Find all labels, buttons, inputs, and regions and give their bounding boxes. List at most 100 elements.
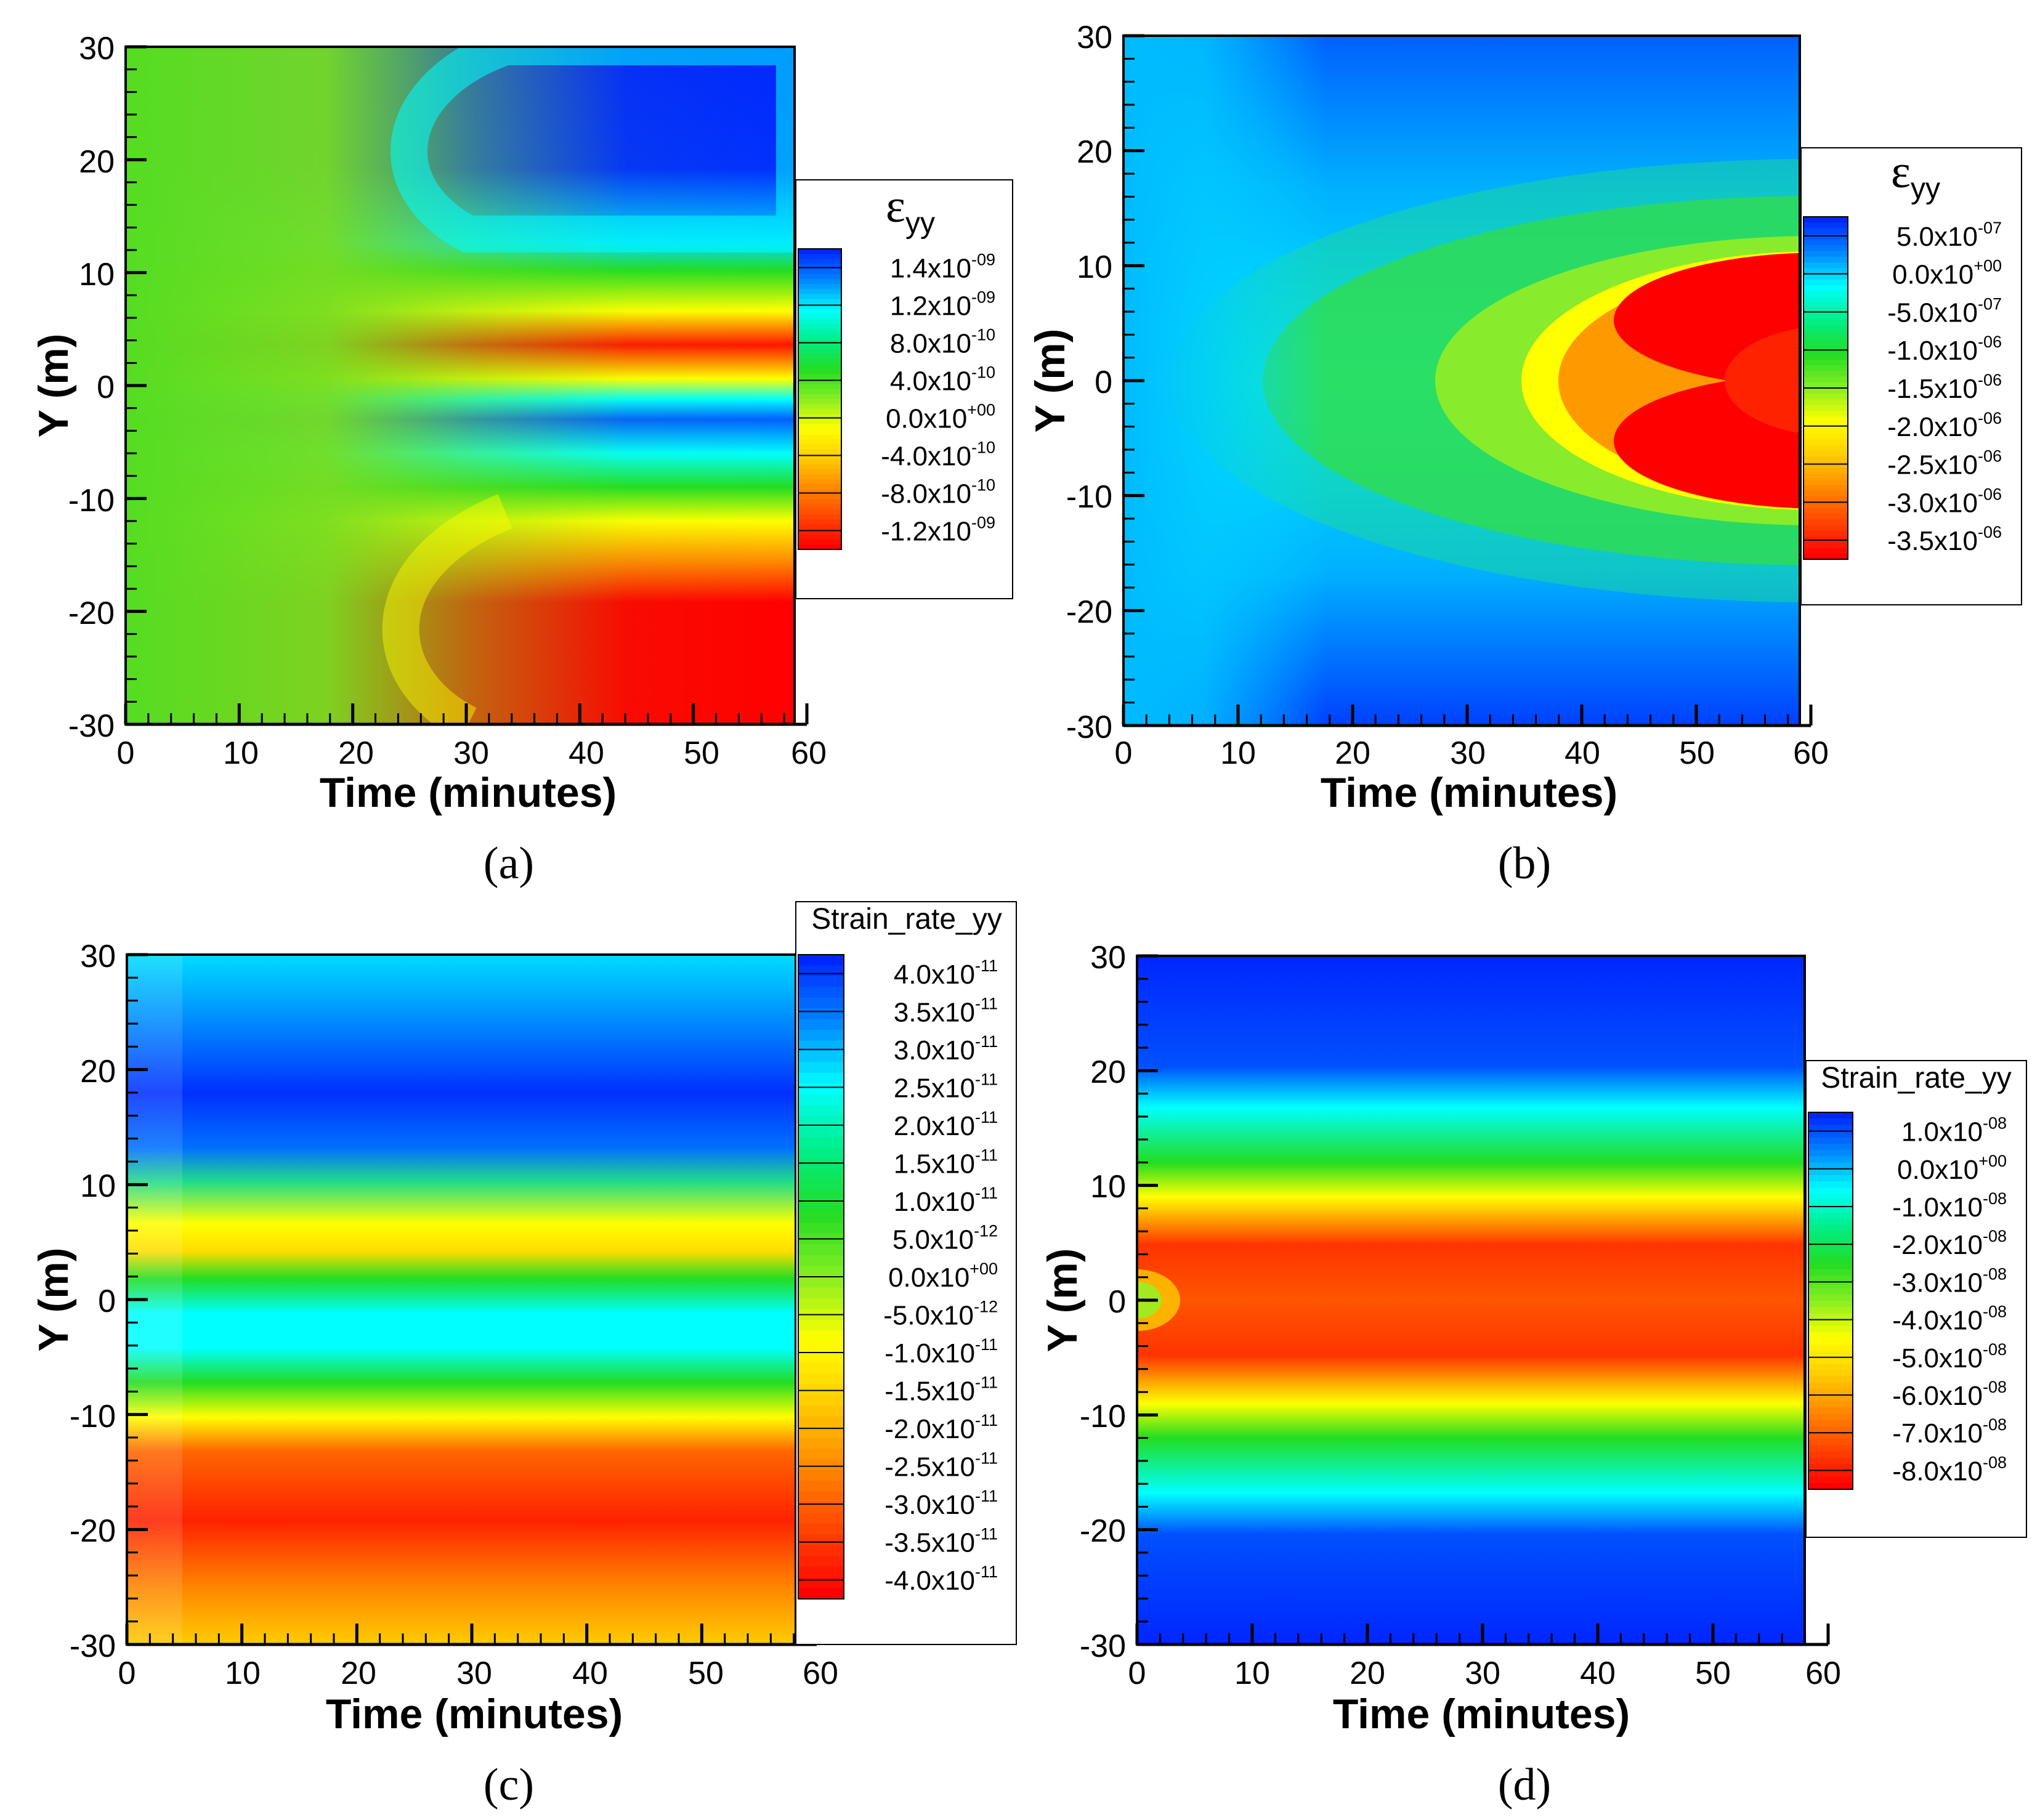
- colorbar-label: -3.0x10-06: [1887, 485, 2002, 518]
- colorbar-swatch: [1808, 1338, 1853, 1346]
- x-tick-label: 0: [1128, 1656, 1146, 1691]
- colorbar-swatch: [1808, 1357, 1853, 1364]
- colorbar-swatch: [798, 1362, 844, 1374]
- colorbar-swatch: [1808, 1445, 1853, 1452]
- colorbar-swatch: [798, 1105, 844, 1117]
- panel-d-heatmap: [1137, 956, 1805, 1644]
- colorbar-swatch: [798, 1394, 844, 1407]
- panel-c: 0 10 20 30 40 50 60 30 20 10 0 -10 -20 -…: [30, 901, 1017, 1810]
- colorbar-swatch: [1803, 485, 1848, 491]
- x-tick-label: 60: [1805, 1656, 1841, 1691]
- colorbar-swatch: [798, 1244, 844, 1256]
- y-tick-label: 10: [79, 257, 115, 293]
- colorbar-swatch: [798, 1180, 844, 1192]
- colorbar-swatch: [798, 1159, 844, 1170]
- x-tick-label: 40: [569, 735, 604, 771]
- colorbar-swatch: [1808, 1282, 1853, 1289]
- x-tick-label: 20: [1335, 735, 1370, 771]
- colorbar-swatch: [798, 429, 841, 435]
- x-tick-label: 30: [1450, 735, 1486, 771]
- colorbar-swatch: [1808, 1294, 1853, 1301]
- colorbar-swatch: [798, 499, 841, 505]
- colorbar-label: 1.0x10-11: [894, 1184, 998, 1217]
- colorbar-swatch: [798, 1040, 844, 1052]
- x-tick-label: 50: [684, 735, 719, 771]
- colorbar-swatch: [1808, 1420, 1853, 1427]
- colorbar-swatch: [1803, 467, 1848, 474]
- colorbar-swatch: [1808, 1364, 1853, 1371]
- colorbar-swatch: [1803, 411, 1848, 418]
- colorbar-swatch: [1803, 342, 1848, 349]
- colorbar-label: 0.0x10+00: [1897, 1152, 2007, 1185]
- colorbar-swatch: [798, 424, 841, 430]
- colorbar-swatch: [798, 1459, 844, 1471]
- panel-b-heatmap: [1123, 36, 1800, 726]
- colorbar-label: -2.5x10-06: [1887, 447, 2002, 480]
- colorbar-swatch: [798, 324, 841, 330]
- colorbar-swatch: [1803, 508, 1848, 514]
- y-tick-label: 30: [1077, 20, 1112, 55]
- x-axis-title: Time (minutes): [1321, 769, 1617, 816]
- panel-c-y-tick-labels: 30 20 10 0 -10 -20 -30: [70, 939, 116, 1664]
- colorbar-swatch: [798, 449, 841, 455]
- colorbar-swatch: [1808, 1426, 1853, 1434]
- colorbar-label: -5.0x10-12: [883, 1298, 998, 1331]
- colorbar-swatch: [798, 1255, 844, 1267]
- colorbar-swatch: [1803, 525, 1848, 532]
- x-tick-label: 60: [1793, 735, 1829, 771]
- panel-d-legend: Strain_rate_yy 1.0x10-08 0.0x10+00 -1.0x10…: [1805, 1060, 2027, 1538]
- y-tick-label: 20: [1090, 1054, 1126, 1090]
- panel-b-ticks: [1122, 34, 1813, 727]
- colorbar-swatch: [1803, 445, 1848, 451]
- colorbar-label: -4.0x10-11: [884, 1563, 998, 1596]
- colorbar: 1.4x10-09 1.2x10-09 8.0x10-10 4.0x10-10 0.0x…: [798, 248, 995, 550]
- x-axis-title: Time (minutes): [320, 769, 617, 816]
- y-axis-title: Y (m): [30, 1248, 77, 1352]
- colorbar-label: 8.0x10-10: [890, 326, 995, 359]
- x-tick-label: 10: [223, 735, 259, 771]
- colorbar-swatch: [798, 1008, 844, 1020]
- x-tick-label: 20: [1350, 1656, 1385, 1691]
- colorbar-swatch: [798, 1448, 844, 1460]
- colorbar-swatch: [1808, 1207, 1853, 1214]
- colorbar-swatch: [1808, 1351, 1853, 1358]
- y-tick-label: 10: [1077, 249, 1112, 285]
- colorbar-swatch: [798, 965, 844, 977]
- colorbar-label: -2.0x10-08: [1892, 1227, 2007, 1260]
- colorbar-swatch: [798, 474, 841, 480]
- colorbar-swatch: [798, 1083, 844, 1095]
- colorbar-label: -3.0x10-11: [884, 1487, 998, 1520]
- x-tick-label: 20: [338, 735, 374, 771]
- x-tick-label: 0: [1115, 735, 1133, 771]
- y-tick-label: -30: [1080, 1628, 1126, 1664]
- colorbar-swatch: [1803, 365, 1848, 372]
- colorbar-swatch: [798, 344, 841, 350]
- colorbar-label: -1.0x10-11: [884, 1335, 998, 1369]
- colorbar-swatch: [798, 294, 841, 300]
- colorbar-swatch: [798, 304, 841, 310]
- colorbar-swatch: [798, 409, 841, 415]
- panel-d-ticks: [1135, 954, 1830, 1646]
- colorbar-swatch: [1808, 1263, 1853, 1270]
- y-tick-label: 30: [80, 939, 116, 974]
- colorbar-swatch: [1803, 434, 1848, 440]
- colorbar-swatch: [1808, 1269, 1853, 1277]
- colorbar-label: -4.0x10-10: [881, 439, 995, 472]
- y-tick-label: -20: [1066, 594, 1112, 630]
- colorbar-swatch: [1803, 462, 1848, 469]
- colorbar-swatch: [798, 1545, 844, 1557]
- colorbar-swatch: [1803, 496, 1848, 503]
- colorbar-swatch: [798, 1319, 844, 1332]
- colorbar-swatch: [798, 1115, 844, 1127]
- colorbar-swatch: [798, 439, 841, 445]
- colorbar-swatch: [1803, 513, 1848, 520]
- colorbar-swatch: [798, 454, 841, 460]
- colorbar-swatch: [1808, 1288, 1853, 1295]
- colorbar-label: 3.0x10-11: [894, 1032, 998, 1066]
- colorbar-swatch: [798, 1223, 844, 1235]
- colorbar-label: 0.0x10+00: [888, 1260, 998, 1293]
- colorbar-swatch: [798, 504, 841, 510]
- colorbar-swatch: [1803, 450, 1848, 458]
- colorbar-swatch: [798, 354, 841, 360]
- colorbar-swatch: [798, 283, 841, 290]
